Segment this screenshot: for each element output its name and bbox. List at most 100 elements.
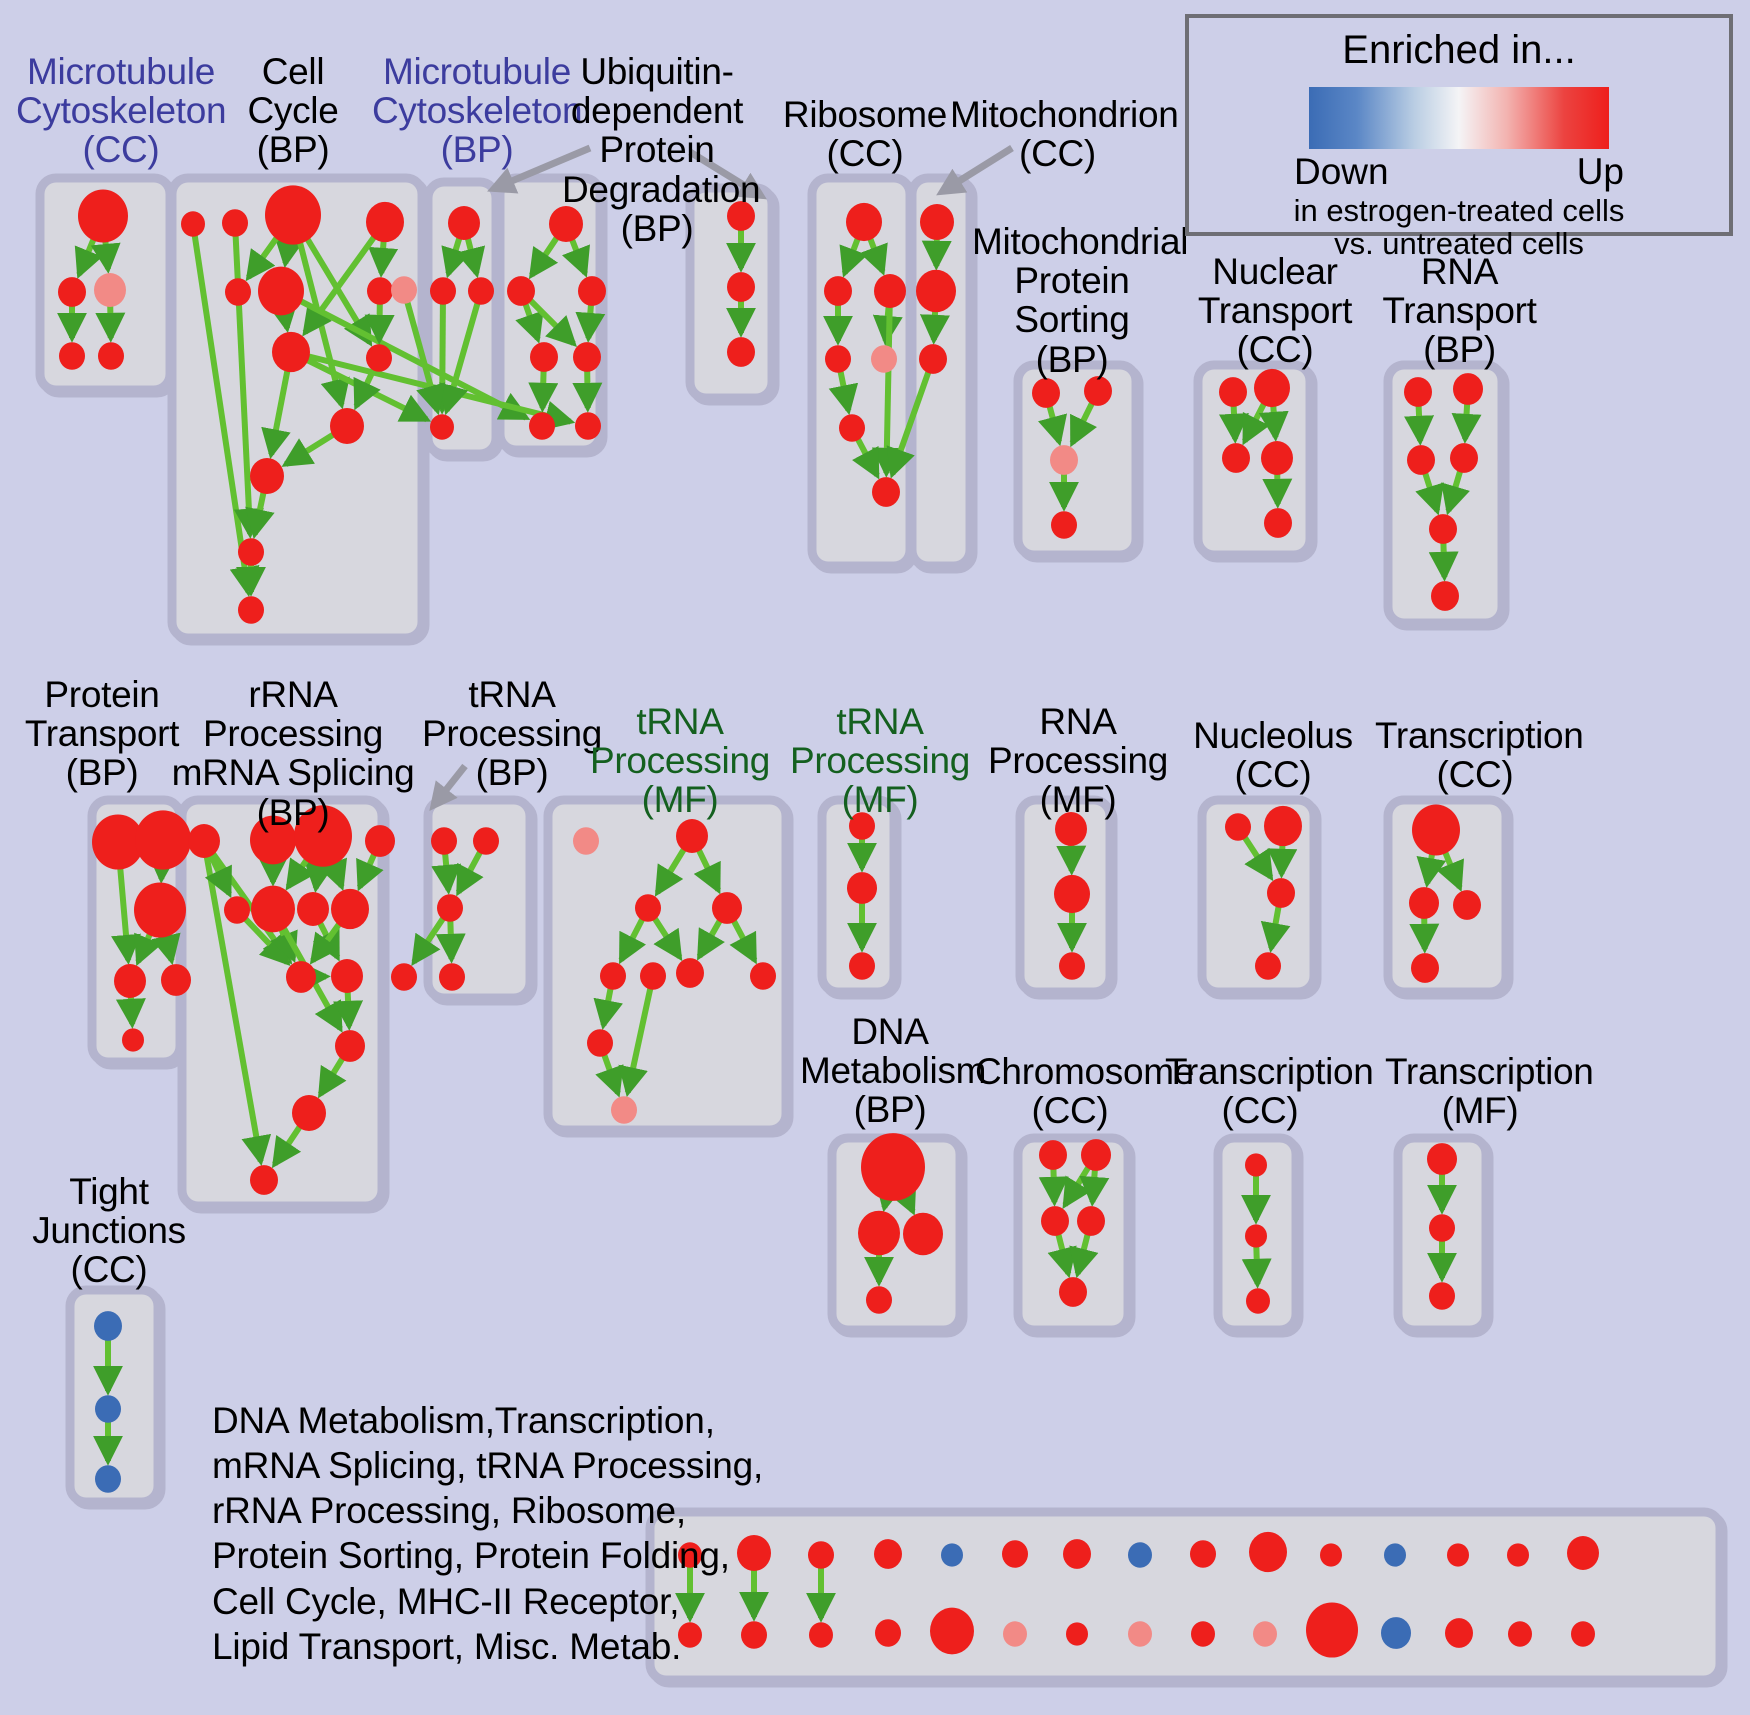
network-node[interactable] — [1429, 1282, 1455, 1310]
network-node[interactable] — [1219, 377, 1247, 407]
network-node[interactable] — [1381, 1617, 1411, 1649]
network-node[interactable] — [737, 1534, 771, 1572]
network-node[interactable] — [872, 477, 900, 507]
network-node[interactable] — [1039, 1140, 1067, 1170]
network-node[interactable] — [750, 962, 776, 990]
network-node[interactable] — [161, 964, 191, 996]
network-node[interactable] — [1427, 1143, 1457, 1175]
network-node[interactable] — [114, 964, 146, 998]
network-node[interactable] — [573, 827, 599, 855]
network-node[interactable] — [875, 1619, 901, 1647]
network-node[interactable] — [98, 342, 124, 370]
network-node[interactable] — [727, 272, 755, 302]
network-node[interactable] — [1447, 1543, 1469, 1567]
network-node[interactable] — [1249, 1531, 1287, 1573]
network-node[interactable] — [727, 337, 755, 367]
network-node[interactable] — [94, 1311, 122, 1341]
network-node[interactable] — [1429, 514, 1457, 544]
network-node[interactable] — [1453, 373, 1483, 405]
network-node[interactable] — [678, 1542, 702, 1568]
network-node[interactable] — [1128, 1621, 1152, 1647]
network-node[interactable] — [335, 1030, 365, 1062]
network-node[interactable] — [866, 1286, 892, 1314]
network-node[interactable] — [861, 1133, 925, 1201]
network-node[interactable] — [272, 331, 310, 373]
network-node[interactable] — [919, 344, 947, 374]
network-node[interactable] — [635, 894, 661, 922]
network-node[interactable] — [849, 952, 875, 980]
network-node[interactable] — [839, 414, 865, 442]
network-node[interactable] — [250, 815, 296, 865]
network-node[interactable] — [1429, 1214, 1455, 1242]
network-node[interactable] — [181, 211, 205, 237]
network-node[interactable] — [858, 1210, 900, 1256]
network-node[interactable] — [1264, 805, 1302, 847]
network-node[interactable] — [741, 1621, 767, 1649]
network-node[interactable] — [94, 273, 126, 307]
network-node[interactable] — [1567, 1536, 1599, 1570]
network-node[interactable] — [903, 1212, 943, 1256]
network-node[interactable] — [431, 827, 457, 855]
network-node[interactable] — [678, 1622, 702, 1648]
network-node[interactable] — [95, 1465, 121, 1493]
network-node[interactable] — [92, 814, 144, 870]
network-node[interactable] — [529, 412, 555, 440]
network-node[interactable] — [1081, 1139, 1111, 1171]
network-node[interactable] — [1445, 1618, 1473, 1648]
network-node[interactable] — [930, 1607, 974, 1655]
network-node[interactable] — [1407, 445, 1435, 475]
network-node[interactable] — [1222, 443, 1250, 473]
network-node[interactable] — [1084, 376, 1112, 406]
network-node[interactable] — [58, 277, 86, 307]
network-node[interactable] — [727, 201, 755, 231]
network-node[interactable] — [611, 1096, 637, 1124]
network-node[interactable] — [134, 882, 186, 938]
network-node[interactable] — [712, 892, 742, 924]
network-node[interactable] — [600, 962, 626, 990]
network-node[interactable] — [122, 1028, 144, 1052]
network-node[interactable] — [468, 277, 494, 305]
network-node[interactable] — [265, 185, 321, 245]
network-node[interactable] — [573, 342, 601, 372]
network-node[interactable] — [1245, 1153, 1267, 1177]
network-node[interactable] — [250, 457, 284, 495]
network-node[interactable] — [1059, 952, 1085, 980]
network-node[interactable] — [1254, 368, 1290, 408]
network-node[interactable] — [135, 810, 191, 870]
network-node[interactable] — [59, 342, 85, 370]
network-node[interactable] — [367, 277, 393, 305]
network-node[interactable] — [78, 189, 128, 243]
network-node[interactable] — [188, 824, 220, 858]
network-node[interactable] — [846, 202, 882, 242]
network-node[interactable] — [578, 276, 606, 306]
network-node[interactable] — [1508, 1621, 1532, 1647]
network-node[interactable] — [439, 963, 465, 991]
network-node[interactable] — [1409, 887, 1439, 919]
network-node[interactable] — [365, 825, 395, 857]
network-node[interactable] — [920, 203, 954, 241]
network-node[interactable] — [330, 407, 364, 445]
network-node[interactable] — [1261, 441, 1293, 475]
network-node[interactable] — [1003, 1621, 1027, 1647]
network-node[interactable] — [849, 812, 875, 840]
network-node[interactable] — [847, 872, 877, 904]
network-node[interactable] — [437, 894, 463, 922]
network-node[interactable] — [1267, 878, 1295, 908]
network-node[interactable] — [874, 1539, 902, 1569]
network-node[interactable] — [1066, 1622, 1088, 1646]
network-node[interactable] — [549, 205, 583, 243]
network-node[interactable] — [251, 885, 295, 933]
network-node[interactable] — [1055, 812, 1087, 846]
network-node[interactable] — [1225, 813, 1251, 841]
network-node[interactable] — [676, 958, 704, 988]
network-node[interactable] — [95, 1395, 121, 1423]
network-node[interactable] — [916, 269, 956, 313]
network-node[interactable] — [575, 412, 601, 440]
network-node[interactable] — [331, 888, 369, 930]
network-node[interactable] — [391, 276, 417, 304]
network-node[interactable] — [1041, 1206, 1069, 1236]
network-node[interactable] — [941, 1543, 963, 1567]
network-node[interactable] — [874, 274, 906, 308]
network-node[interactable] — [1128, 1542, 1152, 1568]
network-node[interactable] — [1320, 1543, 1342, 1567]
